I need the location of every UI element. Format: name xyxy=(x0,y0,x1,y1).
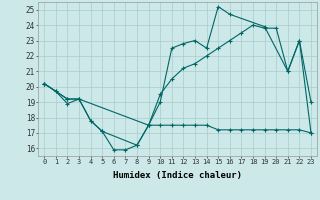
X-axis label: Humidex (Indice chaleur): Humidex (Indice chaleur) xyxy=(113,171,242,180)
